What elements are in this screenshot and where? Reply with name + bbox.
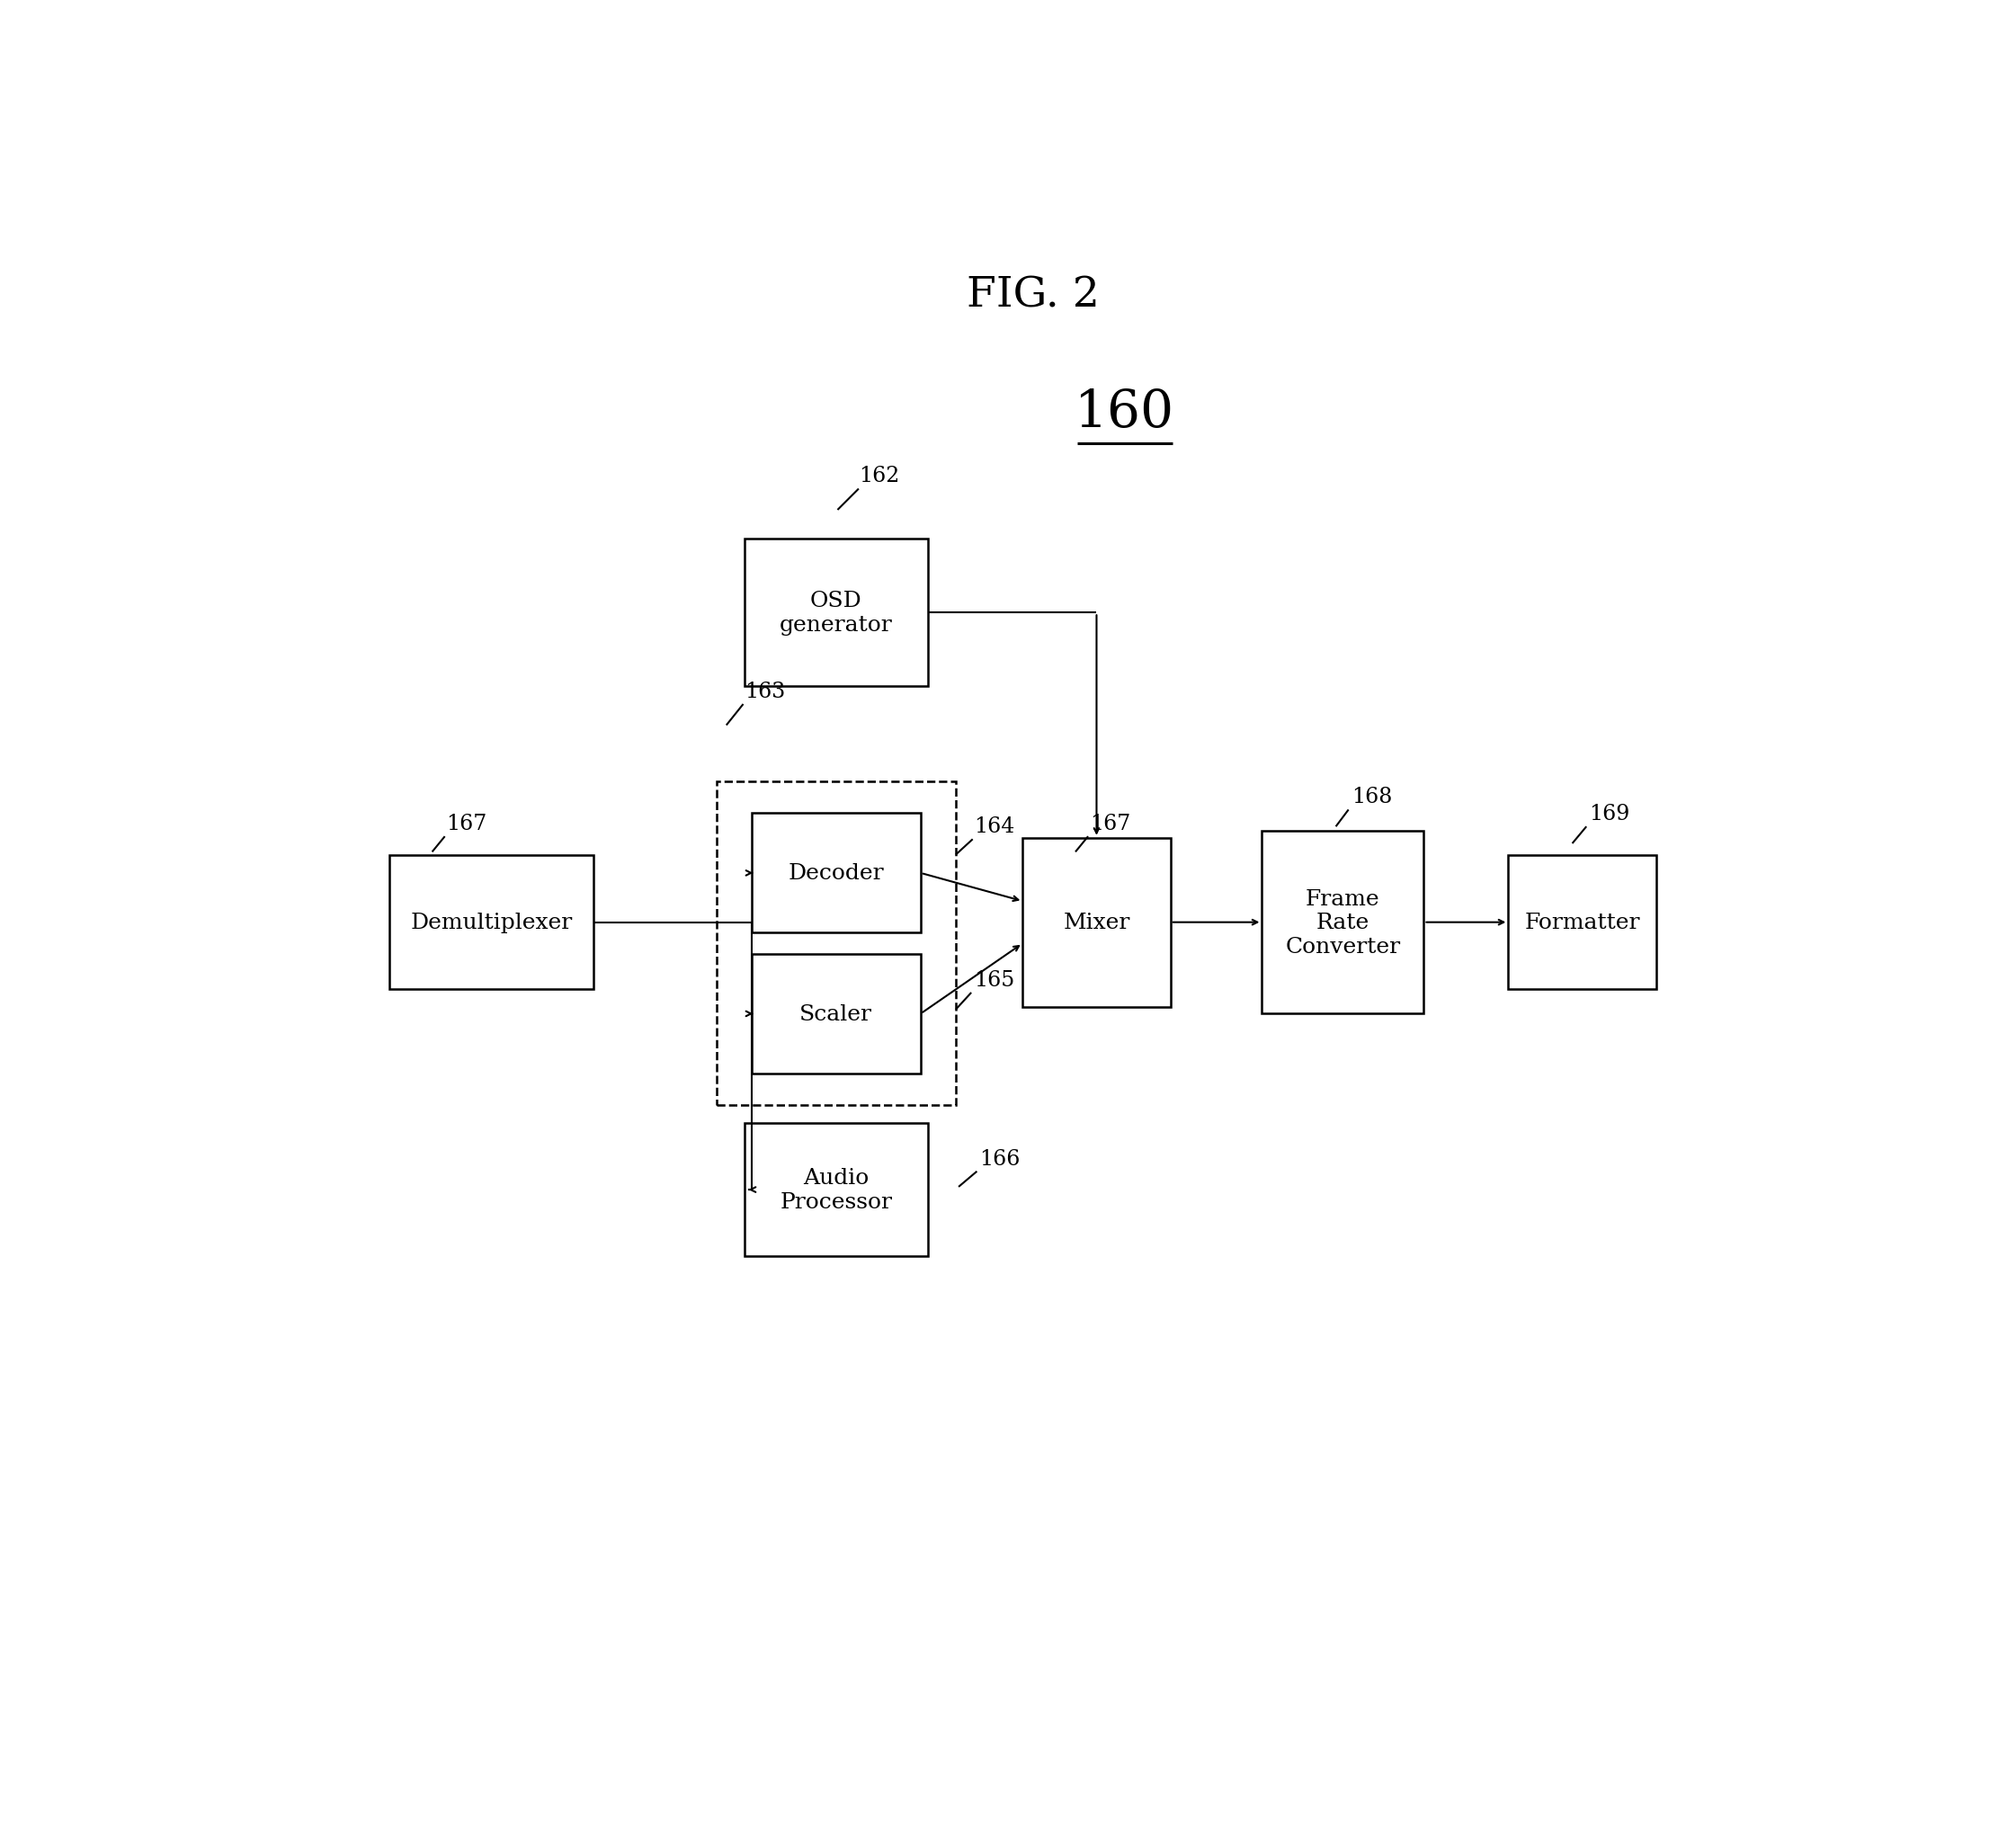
Bar	[744, 539, 927, 687]
Text: FIG. 2: FIG. 2	[968, 276, 1099, 316]
Text: 168: 168	[1351, 787, 1393, 808]
Text: 167: 167	[446, 813, 488, 833]
Text: Frame
Rate
Converter: Frame Rate Converter	[1286, 888, 1401, 957]
Text: Formatter: Formatter	[1524, 912, 1639, 934]
Bar	[389, 855, 593, 990]
Text: 165: 165	[974, 970, 1014, 990]
Text: 163: 163	[744, 681, 786, 702]
Bar	[1022, 839, 1171, 1007]
Bar	[716, 782, 956, 1105]
Text: Scaler: Scaler	[800, 1003, 873, 1025]
Text: Audio
Processor: Audio Processor	[780, 1167, 893, 1211]
Bar	[752, 954, 921, 1074]
Text: 160: 160	[1075, 387, 1175, 437]
Bar	[752, 813, 921, 934]
Bar	[1262, 831, 1423, 1014]
Text: 169: 169	[1589, 804, 1631, 824]
Text: OSD
generator: OSD generator	[780, 590, 893, 636]
Bar	[1508, 855, 1655, 990]
Text: 166: 166	[980, 1147, 1020, 1169]
Text: 162: 162	[859, 466, 899, 486]
Text: 167: 167	[1089, 813, 1131, 833]
Bar	[744, 1124, 927, 1257]
Text: Mixer: Mixer	[1062, 912, 1131, 934]
Text: Decoder: Decoder	[788, 862, 885, 884]
Text: 164: 164	[974, 817, 1014, 837]
Text: Demultiplexer: Demultiplexer	[409, 912, 573, 934]
